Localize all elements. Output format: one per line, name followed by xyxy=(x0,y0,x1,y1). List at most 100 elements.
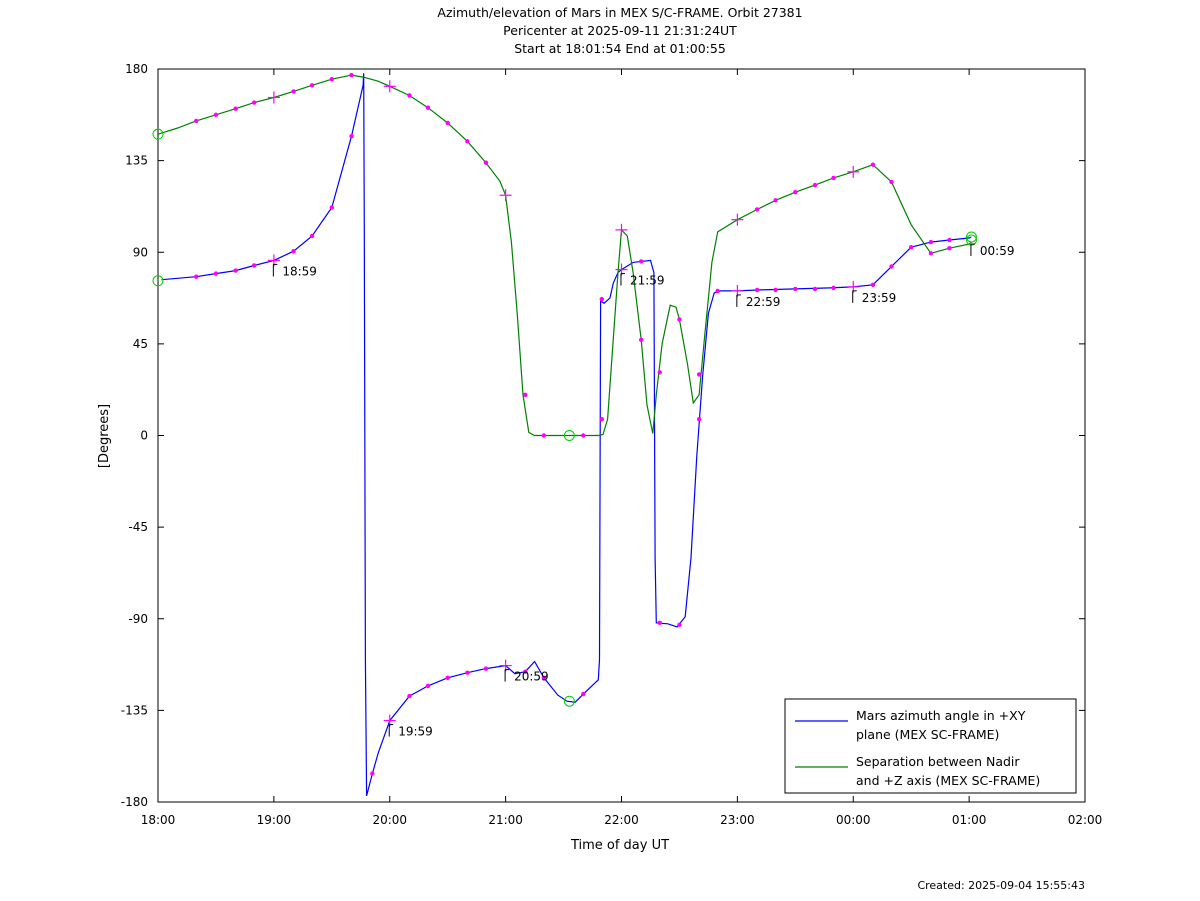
series-line-1 xyxy=(157,74,972,437)
time-annotation: 22:59 xyxy=(736,294,781,309)
y-tick-label: -45 xyxy=(128,520,148,534)
series-0-point xyxy=(812,286,818,292)
series-0-point xyxy=(425,683,431,689)
series-0-point xyxy=(638,259,644,264)
series-0-point xyxy=(793,286,798,292)
series-1-point xyxy=(407,93,412,98)
series-1-point xyxy=(251,100,257,105)
series-1-point xyxy=(657,370,662,375)
series-line-0 xyxy=(161,73,972,797)
x-tick-label: 20:00 xyxy=(372,813,407,827)
series-1-point xyxy=(445,120,450,126)
x-tick-label: 00:00 xyxy=(836,813,871,827)
y-tick-label: -135 xyxy=(121,703,148,717)
x-tick-label: 02:00 xyxy=(1068,813,1103,827)
legend: Mars azimuth angle in +XY plane (MEX SC-F… xyxy=(784,698,1077,794)
x-axis-label: Time of day UT xyxy=(570,838,669,853)
plot-border xyxy=(157,68,1086,803)
series-1-point xyxy=(213,112,219,118)
series-0-point xyxy=(523,669,528,674)
series-0-point xyxy=(773,287,778,293)
series-0-endpoint-marker xyxy=(563,695,575,707)
series-0-endpoint-marker xyxy=(152,275,164,287)
series-1-hour-marker xyxy=(731,213,744,226)
time-annotation: 18:59 xyxy=(272,263,317,278)
x-tick-label: 18:00 xyxy=(141,813,176,827)
title-line-1: Pericenter at 2025-09-11 21:31:24UT xyxy=(503,23,737,38)
series-1-point xyxy=(425,105,431,110)
legend-label-0: Mars azimuth angle in +XY xyxy=(856,708,1026,723)
created-timestamp: Created: 2025-09-04 15:55:43 xyxy=(917,879,1085,892)
series-0-point xyxy=(213,271,219,276)
time-annotation: 20:59 xyxy=(504,669,549,684)
series-1-point xyxy=(889,179,894,185)
legend-label-0: plane (MEX SC-FRAME) xyxy=(856,727,999,742)
series-0-point xyxy=(928,239,934,245)
series-1-hour-marker xyxy=(267,91,280,104)
annotation-label: 21:59 xyxy=(630,274,665,288)
title-line-0: Azimuth/elevation of Mars in MEX S/C-FRA… xyxy=(437,5,802,20)
series-1-point xyxy=(812,182,818,188)
series-0-point xyxy=(541,675,547,680)
series-0-point xyxy=(465,670,470,675)
x-tick-label: 22:00 xyxy=(604,813,639,827)
legend-box xyxy=(784,698,1077,794)
series-1-point xyxy=(831,175,836,181)
series-1-point xyxy=(773,198,778,203)
series-1-endpoint-marker xyxy=(152,128,164,140)
series-0-point xyxy=(194,274,199,279)
series-1-point xyxy=(581,433,586,438)
series-0-point xyxy=(407,693,412,699)
series-1-point xyxy=(233,106,238,111)
series-1-hour-marker xyxy=(383,80,396,93)
y-tick-label: 180 xyxy=(125,62,148,76)
series-1-hour-marker xyxy=(615,223,628,236)
series-0-point xyxy=(329,205,335,210)
legend-label-1: and +Z axis (MEX SC-FRAME) xyxy=(856,773,1040,788)
series-1-point xyxy=(696,372,702,377)
plot-area xyxy=(157,68,1086,803)
time-annotation: 19:59 xyxy=(388,724,433,739)
time-annotation: 23:59 xyxy=(852,290,897,305)
x-tick-label: 01:00 xyxy=(952,813,987,827)
y-tick-label: 45 xyxy=(133,337,148,351)
annotation-label: 22:59 xyxy=(746,295,781,309)
annotation-label: 19:59 xyxy=(398,725,433,739)
series-0-point xyxy=(715,288,720,294)
series-0-point xyxy=(947,237,952,243)
annotation-label: 23:59 xyxy=(862,291,897,305)
markers-layer xyxy=(152,72,977,776)
axis-ticks: 18:00 19:00 20:00 21:00 22:00 23:00 00:00 01:00… xyxy=(121,62,1103,827)
series-1-hour-marker xyxy=(847,165,860,178)
y-axis-label: [Degrees] xyxy=(97,404,112,468)
series-1-point xyxy=(291,89,296,94)
series-1-point xyxy=(947,245,952,251)
legend-label-1: Separation between Nadir xyxy=(856,754,1020,769)
series-0-point xyxy=(445,675,450,680)
series-1-point xyxy=(483,160,489,165)
series-1-point xyxy=(194,118,199,124)
series-0-endpoint-marker xyxy=(965,231,977,243)
time-annotation: 21:59 xyxy=(620,273,665,288)
series-0-point xyxy=(309,233,315,239)
series-1-point xyxy=(638,337,644,343)
series-0-point xyxy=(370,771,375,776)
title-line-2: Start at 18:01:54 End at 01:00:55 xyxy=(514,41,726,56)
series-1-point xyxy=(523,392,528,397)
series-1-point xyxy=(754,207,760,212)
series-0-point xyxy=(754,287,760,293)
series-0-point xyxy=(831,285,836,291)
series-1-point xyxy=(541,433,547,438)
annotation-label: 00:59 xyxy=(980,244,1015,258)
series-1-point xyxy=(329,76,335,82)
series-0-point xyxy=(251,263,257,268)
series-1-point xyxy=(349,72,354,78)
series-1-point xyxy=(870,162,876,167)
y-tick-label: 90 xyxy=(133,245,148,259)
series-0-point xyxy=(870,282,876,288)
series-1-point xyxy=(928,251,934,256)
series-0-point xyxy=(908,244,914,250)
series-0-point xyxy=(349,133,354,139)
annotation-label: 18:59 xyxy=(282,264,317,278)
x-tick-label: 19:00 xyxy=(257,813,292,827)
